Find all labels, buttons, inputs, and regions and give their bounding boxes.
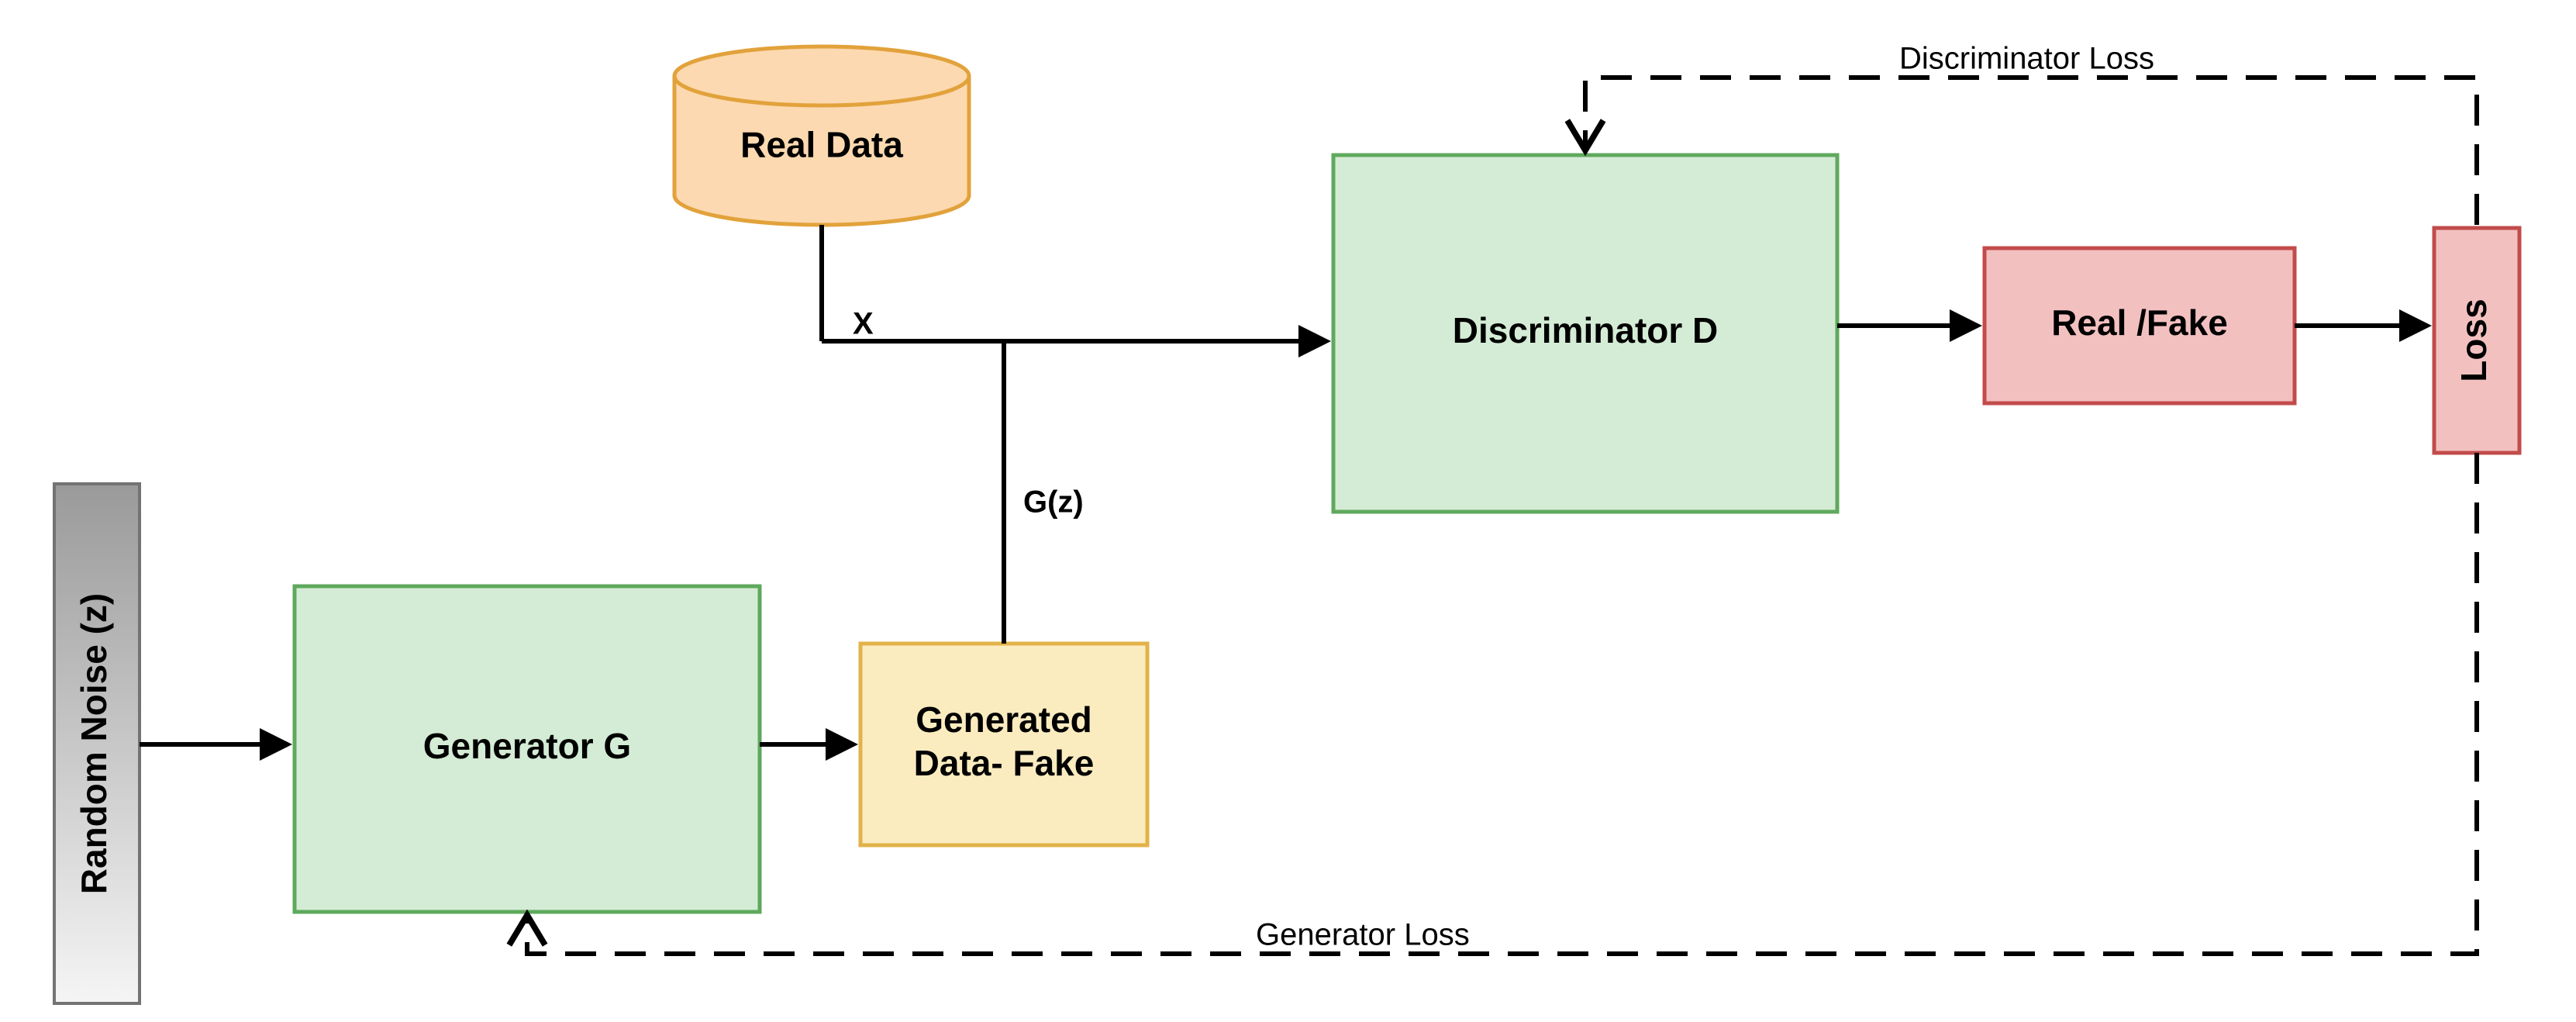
node-random-noise: Random Noise (z): [54, 484, 140, 1003]
edge-label: Discriminator Loss: [1899, 42, 2154, 76]
node-real-fake: Real /Fake: [1985, 248, 2295, 403]
svg-text:Real Data: Real Data: [740, 124, 903, 164]
edge-label: G(z): [1023, 485, 1084, 520]
node-real-data: Real Data: [674, 47, 969, 225]
svg-text:Discriminator D: Discriminator D: [1453, 310, 1719, 350]
svg-text:Data- Fake: Data- Fake: [914, 743, 1095, 783]
svg-text:Loss: Loss: [2454, 299, 2494, 382]
node-generated-data: GeneratedData- Fake: [860, 644, 1147, 845]
node-discriminator: Discriminator D: [1333, 155, 1837, 512]
svg-text:Generated: Generated: [916, 699, 1092, 740]
svg-text:Random Noise (z): Random Noise (z): [74, 593, 114, 894]
svg-text:Generator G: Generator G: [423, 726, 631, 766]
edge-label: Generator Loss: [1256, 918, 1470, 952]
node-loss: Loss: [2434, 228, 2519, 453]
node-generator: Generator G: [295, 586, 760, 912]
edge-label: X: [853, 307, 874, 341]
edge-generator-loss: [527, 453, 2477, 954]
svg-text:Real /Fake: Real /Fake: [2051, 302, 2228, 343]
